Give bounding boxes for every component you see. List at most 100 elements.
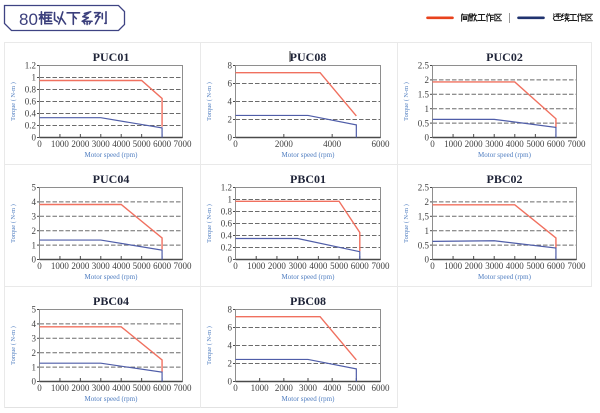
svg-text:5000: 5000	[347, 383, 366, 393]
svg-text:80: 80	[19, 10, 38, 29]
svg-text:6000: 6000	[351, 261, 370, 271]
svg-text:0.2: 0.2	[25, 121, 36, 131]
svg-text:Motor speed (rpm): Motor speed (rpm)	[85, 395, 139, 403]
svg-text:2.5: 2.5	[418, 183, 430, 193]
svg-text:4000: 4000	[309, 261, 328, 271]
svg-text:0: 0	[228, 377, 233, 387]
svg-text:3: 3	[32, 334, 37, 344]
svg-text:1.2: 1.2	[221, 183, 232, 193]
svg-text:1.2: 1.2	[25, 61, 36, 71]
svg-text:1,5: 1,5	[418, 212, 430, 222]
svg-text:4: 4	[32, 197, 37, 207]
svg-text:4000: 4000	[323, 383, 342, 393]
svg-text:2: 2	[425, 197, 430, 207]
svg-text:6000: 6000	[372, 383, 391, 393]
svg-text:0: 0	[233, 139, 238, 149]
svg-text:7000: 7000	[568, 139, 587, 149]
svg-text:Torque ( N-m ): Torque ( N-m )	[206, 204, 213, 243]
svg-text:Torque ( N-m ): Torque ( N-m )	[206, 82, 213, 121]
svg-text:5000: 5000	[330, 261, 349, 271]
svg-text:0.6: 0.6	[221, 219, 233, 229]
svg-text:2: 2	[32, 348, 37, 358]
svg-text:2000: 2000	[465, 261, 484, 271]
svg-text:0.5: 0.5	[418, 118, 430, 128]
svg-text:2000: 2000	[268, 261, 287, 271]
svg-text:2000: 2000	[71, 139, 90, 149]
svg-text:2000: 2000	[71, 383, 90, 393]
svg-text:0: 0	[228, 133, 233, 143]
svg-text:6: 6	[228, 323, 233, 333]
svg-text:5000: 5000	[133, 261, 152, 271]
svg-text:1: 1	[32, 362, 37, 372]
svg-text:4000: 4000	[112, 383, 131, 393]
svg-text:Motor speed (rpm): Motor speed (rpm)	[85, 151, 139, 159]
svg-text:4: 4	[228, 97, 233, 107]
svg-text:7000: 7000	[174, 139, 193, 149]
svg-text:3000: 3000	[485, 139, 504, 149]
svg-text:0: 0	[37, 139, 42, 149]
svg-text:2: 2	[32, 226, 37, 236]
svg-text:3000: 3000	[92, 139, 111, 149]
svg-text:7000: 7000	[174, 261, 193, 271]
svg-text:6000: 6000	[153, 261, 172, 271]
svg-text:0.6: 0.6	[25, 97, 37, 107]
svg-text:0.2: 0.2	[221, 243, 232, 253]
svg-text:5: 5	[32, 305, 37, 315]
svg-text:1000: 1000	[51, 261, 70, 271]
svg-text:PUC01: PUC01	[93, 50, 130, 64]
svg-text:PBC01: PBC01	[290, 172, 326, 186]
svg-text:1000: 1000	[247, 261, 266, 271]
svg-text:Motor speed (rpm): Motor speed (rpm)	[282, 273, 336, 281]
svg-text:0.8: 0.8	[25, 85, 37, 95]
svg-text:1: 1	[32, 73, 37, 83]
svg-text:PUC08: PUC08	[290, 50, 327, 64]
svg-text:Torque ( N-m ): Torque ( N-m )	[10, 82, 17, 121]
svg-text:3000: 3000	[289, 261, 308, 271]
svg-text:PBC04: PBC04	[93, 294, 129, 308]
svg-text:2000: 2000	[275, 383, 294, 393]
svg-text:PBC08: PBC08	[290, 294, 326, 308]
svg-text:3000: 3000	[485, 261, 504, 271]
svg-text:Torque ( N-m ): Torque ( N-m )	[403, 204, 410, 243]
svg-text:0: 0	[37, 261, 42, 271]
svg-text:0: 0	[233, 383, 238, 393]
svg-text:0: 0	[32, 377, 37, 387]
svg-text:1.5: 1.5	[418, 90, 430, 100]
svg-text:0: 0	[233, 261, 238, 271]
svg-text:8: 8	[228, 61, 233, 71]
svg-text:1: 1	[425, 226, 430, 236]
svg-text:4000: 4000	[506, 139, 525, 149]
svg-text:3: 3	[32, 212, 37, 222]
svg-text:5000: 5000	[133, 383, 152, 393]
svg-text:0.4: 0.4	[25, 109, 37, 119]
svg-text:7000: 7000	[568, 261, 587, 271]
svg-text:Torque ( N-m ): Torque ( N-m )	[206, 326, 213, 365]
svg-text:1000: 1000	[444, 139, 463, 149]
svg-text:7000: 7000	[372, 261, 391, 271]
svg-text:0.4: 0.4	[221, 231, 233, 241]
svg-text:Motor speed (rpm): Motor speed (rpm)	[282, 395, 336, 403]
svg-text:8: 8	[228, 305, 233, 315]
svg-text:4: 4	[228, 341, 233, 351]
svg-text:PUC02: PUC02	[486, 50, 523, 64]
svg-text:2000: 2000	[465, 139, 484, 149]
svg-text:2000: 2000	[71, 261, 90, 271]
svg-text:0: 0	[228, 255, 233, 265]
svg-text:2: 2	[228, 359, 233, 369]
svg-text:4000: 4000	[323, 139, 342, 149]
svg-text:3000: 3000	[92, 383, 111, 393]
svg-text:5000: 5000	[133, 139, 152, 149]
svg-text:6000: 6000	[547, 261, 566, 271]
svg-text:Motor speed (rpm): Motor speed (rpm)	[478, 273, 532, 281]
svg-text:6000: 6000	[372, 139, 391, 149]
svg-text:6000: 6000	[547, 139, 566, 149]
svg-text:5000: 5000	[526, 139, 545, 149]
svg-text:4000: 4000	[112, 261, 131, 271]
svg-text:0: 0	[37, 383, 42, 393]
svg-text:1000: 1000	[51, 139, 70, 149]
svg-text:Motor speed (rpm): Motor speed (rpm)	[282, 151, 336, 159]
svg-text:PUC04: PUC04	[93, 172, 130, 186]
svg-text:5: 5	[32, 183, 37, 193]
svg-text:2: 2	[228, 115, 233, 125]
svg-text:Motor speed (rpm): Motor speed (rpm)	[478, 151, 532, 159]
